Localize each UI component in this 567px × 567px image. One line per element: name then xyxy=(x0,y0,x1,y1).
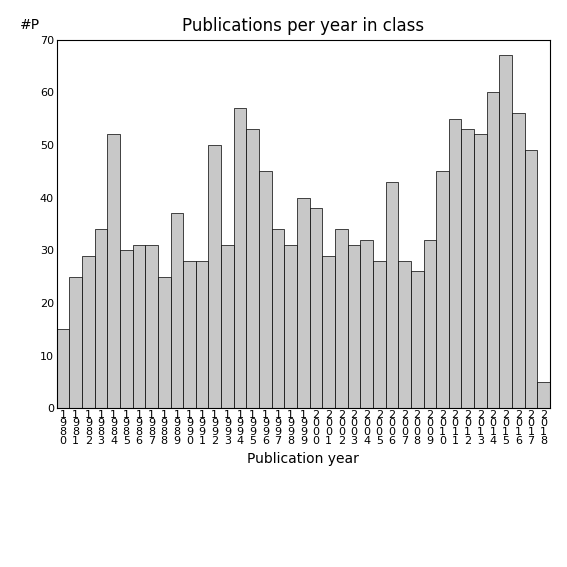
Bar xyxy=(221,245,234,408)
Bar xyxy=(259,171,272,408)
Bar xyxy=(335,229,348,408)
Bar xyxy=(158,277,171,408)
Bar xyxy=(196,261,209,408)
Bar xyxy=(500,56,512,408)
Bar xyxy=(171,213,183,408)
Bar xyxy=(285,245,297,408)
Bar xyxy=(512,113,524,408)
Bar xyxy=(474,134,486,408)
Bar xyxy=(322,256,335,408)
Bar xyxy=(424,240,436,408)
Bar xyxy=(360,240,373,408)
Y-axis label: #P: #P xyxy=(19,18,40,32)
Title: Publications per year in class: Publications per year in class xyxy=(182,18,425,35)
Bar xyxy=(462,129,474,408)
Bar xyxy=(272,229,285,408)
X-axis label: Publication year: Publication year xyxy=(247,451,359,466)
Bar xyxy=(449,119,462,408)
Bar xyxy=(95,229,107,408)
Bar xyxy=(386,182,398,408)
Bar xyxy=(82,256,95,408)
Bar xyxy=(348,245,360,408)
Bar xyxy=(209,145,221,408)
Bar xyxy=(538,382,550,408)
Bar xyxy=(57,329,69,408)
Bar xyxy=(247,129,259,408)
Bar xyxy=(436,171,449,408)
Bar xyxy=(524,150,538,408)
Bar xyxy=(373,261,386,408)
Bar xyxy=(398,261,411,408)
Bar xyxy=(310,208,322,408)
Bar xyxy=(69,277,82,408)
Bar xyxy=(107,134,120,408)
Bar xyxy=(297,198,310,408)
Bar xyxy=(411,272,424,408)
Bar xyxy=(133,245,145,408)
Bar xyxy=(183,261,196,408)
Bar xyxy=(234,108,247,408)
Bar xyxy=(486,92,500,408)
Bar xyxy=(120,250,133,408)
Bar xyxy=(145,245,158,408)
